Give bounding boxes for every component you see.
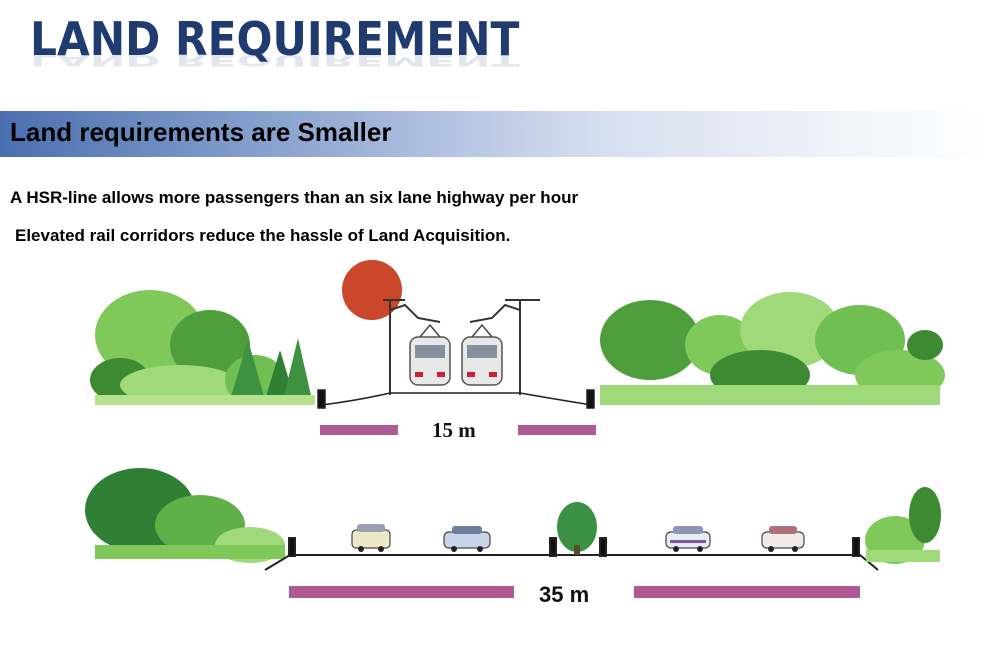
median-tree-icon: [557, 502, 597, 555]
slide-title-reflection: LAND REQUIREMENT: [30, 51, 520, 70]
rail-embankment: [317, 389, 595, 409]
car-icon-3: [665, 526, 711, 552]
subtitle-banner: [0, 111, 988, 157]
slide-title: LAND REQUIREMENT: [30, 12, 520, 66]
highway-width-markers: [289, 586, 860, 598]
highway-width-label: 35 m: [539, 582, 590, 607]
train-right-icon: [461, 323, 503, 386]
car-icon-4: [761, 526, 805, 552]
car-icon-1: [351, 524, 391, 552]
slide-subtitle: Land requirements are Smaller: [10, 117, 392, 147]
sun-icon: [342, 260, 402, 320]
car-icon-2: [443, 526, 491, 552]
bullet-text: A HSR-line allows more passengers than a…: [10, 188, 579, 207]
road-right-foliage: [865, 487, 941, 564]
catenary-poles: [383, 299, 540, 395]
road-left-foliage: [85, 468, 285, 563]
rail-right-foliage: [600, 292, 945, 405]
bullet-text: Elevated rail corridors reduce the hassl…: [15, 226, 511, 245]
train-left-icon: [409, 323, 451, 386]
land-comparison-illustration: [85, 260, 945, 598]
rail-width-markers: [320, 425, 596, 435]
rail-width-label: 15 m: [432, 418, 476, 442]
rail-left-foliage: [90, 290, 315, 405]
